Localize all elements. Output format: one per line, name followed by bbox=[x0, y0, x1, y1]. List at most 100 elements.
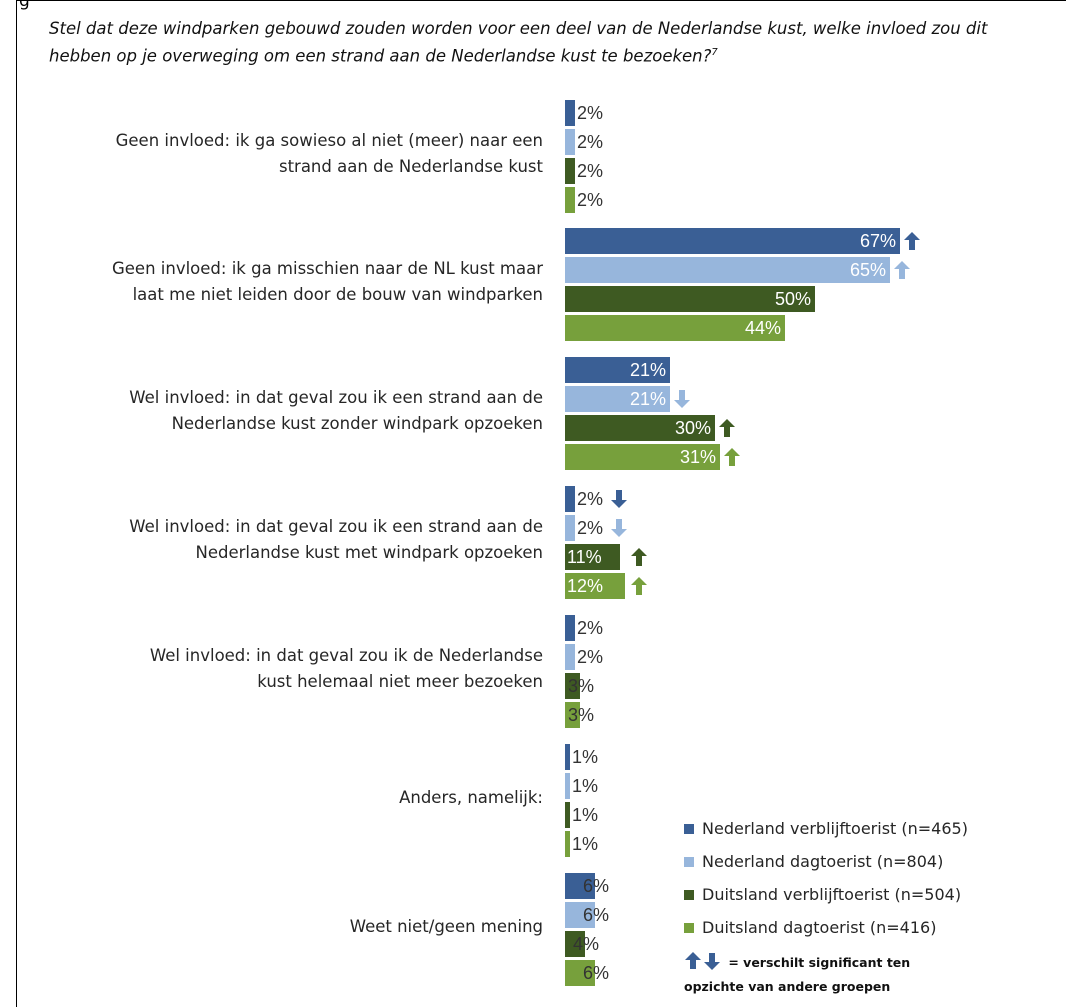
data-label: 2% bbox=[577, 161, 604, 181]
data-label: 30% bbox=[674, 418, 711, 438]
category-label-line: Geen invloed: ik ga sowieso al niet (mee… bbox=[115, 131, 543, 150]
bar bbox=[565, 187, 575, 213]
legend-swatch bbox=[684, 923, 694, 933]
data-label: 2% bbox=[577, 190, 604, 210]
bar bbox=[565, 615, 575, 641]
data-label: 1% bbox=[572, 747, 599, 767]
data-label: 2% bbox=[577, 103, 604, 123]
legend-label: Nederland dagtoerist (n=804) bbox=[702, 852, 944, 871]
arrow-up-icon bbox=[719, 419, 735, 437]
arrow-down-icon bbox=[611, 490, 627, 508]
category-label: Anders, namelijk: bbox=[399, 785, 543, 811]
bar bbox=[565, 315, 785, 341]
bar bbox=[565, 873, 595, 899]
data-label: 21% bbox=[629, 360, 666, 380]
arrow-up-icon bbox=[724, 448, 740, 466]
arrow-up-icon bbox=[894, 261, 910, 279]
bar bbox=[565, 444, 720, 470]
bar bbox=[565, 415, 715, 441]
question-text: Stel dat deze windparken gebouwd zouden … bbox=[49, 17, 1049, 69]
legend-swatch bbox=[684, 857, 694, 867]
arrow-down-icon bbox=[674, 390, 690, 408]
data-label: 31% bbox=[679, 447, 716, 467]
legend-label: Duitsland verblijftoerist (n=504) bbox=[702, 885, 962, 904]
data-label: 21% bbox=[629, 389, 666, 409]
category-label-line: Anders, namelijk: bbox=[399, 788, 543, 807]
data-label: 3% bbox=[568, 705, 595, 725]
significance-arrows-icon bbox=[685, 952, 720, 970]
data-label: 67% bbox=[859, 231, 896, 251]
bar bbox=[565, 702, 580, 728]
category-label-line: Nederlandse kust met windpark opzoeken bbox=[195, 543, 543, 562]
bar bbox=[565, 257, 890, 283]
category-label: Weet niet/geen mening bbox=[350, 914, 543, 940]
category-label-line: laat me niet leiden door de bouw van win… bbox=[132, 285, 543, 304]
bar bbox=[565, 744, 570, 770]
arrow-up-icon bbox=[631, 577, 647, 595]
bar bbox=[565, 129, 575, 155]
bar bbox=[565, 286, 815, 312]
bar bbox=[565, 158, 575, 184]
legend-swatch bbox=[684, 824, 694, 834]
bar bbox=[565, 902, 595, 928]
data-label: 12% bbox=[567, 576, 604, 596]
bar bbox=[565, 228, 900, 254]
legend-swatch bbox=[684, 890, 694, 900]
data-label: 3% bbox=[568, 676, 595, 696]
category-label-line: kust helemaal niet meer bezoeken bbox=[257, 672, 543, 691]
arrow-up-icon bbox=[631, 548, 647, 566]
data-label: 2% bbox=[577, 489, 604, 509]
question-footnote: 7 bbox=[711, 47, 718, 58]
category-label-line: Wel invloed: in dat geval zou ik een str… bbox=[129, 517, 543, 536]
bar bbox=[565, 831, 570, 857]
significance-note-line-2: opzichte van andere groepen bbox=[684, 979, 891, 994]
data-label: 65% bbox=[849, 260, 886, 280]
data-label: 50% bbox=[774, 289, 811, 309]
data-label: 6% bbox=[583, 876, 610, 896]
legend-label: Duitsland dagtoerist (n=416) bbox=[702, 918, 937, 937]
data-label: 44% bbox=[744, 318, 781, 338]
data-label: 1% bbox=[572, 776, 599, 796]
bar bbox=[565, 544, 620, 570]
bar bbox=[565, 960, 595, 986]
data-label: 1% bbox=[572, 805, 599, 825]
data-label: 2% bbox=[577, 518, 604, 538]
bar bbox=[565, 644, 575, 670]
significance-note: = verschilt significant ten opzichte van… bbox=[684, 951, 984, 999]
arrow-down-icon bbox=[611, 519, 627, 537]
arrow-up-icon bbox=[904, 232, 920, 250]
bar bbox=[565, 515, 575, 541]
bar bbox=[565, 357, 670, 383]
data-label: 6% bbox=[583, 963, 610, 983]
category-label: Wel invloed: in dat geval zou ik de Nede… bbox=[150, 643, 543, 695]
category-label-line: Wel invloed: in dat geval zou ik een str… bbox=[129, 388, 543, 407]
data-label: 2% bbox=[577, 132, 604, 152]
bar bbox=[565, 100, 575, 126]
question-body: Stel dat deze windparken gebouwd zouden … bbox=[49, 19, 988, 66]
category-label: Wel invloed: in dat geval zou ik een str… bbox=[129, 514, 543, 566]
category-label-line: strand aan de Nederlandse kust bbox=[278, 157, 543, 176]
legend-label: Nederland verblijftoerist (n=465) bbox=[702, 819, 968, 838]
bar bbox=[565, 802, 570, 828]
bar bbox=[565, 931, 585, 957]
category-label-line: Geen invloed: ik ga misschien naar de NL… bbox=[112, 259, 543, 278]
bar bbox=[565, 486, 575, 512]
category-label: Wel invloed: in dat geval zou ik een str… bbox=[129, 385, 543, 437]
significance-note-line-1: = verschilt significant ten bbox=[728, 955, 911, 970]
category-label-line: Weet niet/geen mening bbox=[349, 917, 543, 936]
figure-fragment: g bbox=[19, 0, 30, 11]
category-label-line: Wel invloed: in dat geval zou ik de Nede… bbox=[149, 646, 543, 665]
chart-frame: g Stel dat deze windparken gebouwd zoude… bbox=[16, 0, 1066, 1007]
bar bbox=[565, 773, 570, 799]
data-label: 1% bbox=[572, 834, 599, 854]
data-label: 4% bbox=[573, 934, 600, 954]
data-label: 2% bbox=[577, 647, 604, 667]
data-label: 2% bbox=[577, 618, 604, 638]
category-label: Geen invloed: ik ga misschien naar de NL… bbox=[112, 256, 543, 308]
bar bbox=[565, 386, 670, 412]
data-label: 6% bbox=[583, 905, 610, 925]
category-label: Geen invloed: ik ga sowieso al niet (mee… bbox=[116, 128, 543, 180]
bar bbox=[565, 673, 580, 699]
bar bbox=[565, 573, 625, 599]
category-label-line: Nederlandse kust zonder windpark opzoeke… bbox=[171, 414, 543, 433]
